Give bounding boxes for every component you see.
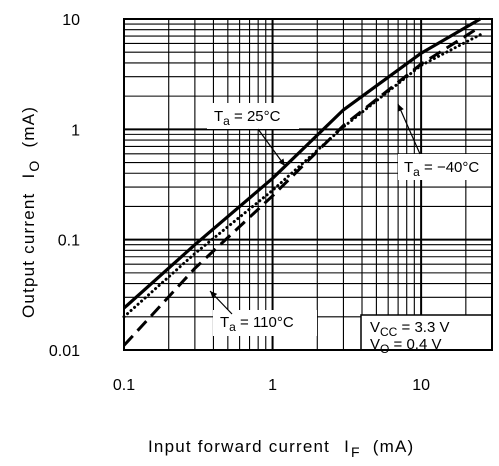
condition-text: VCC = 3.3 V (370, 319, 449, 339)
x-tick-label: 1 (268, 377, 277, 394)
arrow-icon (278, 158, 285, 166)
series-label-background (207, 103, 299, 129)
y-tick-label: 0.01 (49, 343, 80, 360)
x-axis-label-unit: (mA) (373, 437, 415, 456)
y-tick-label: 1 (71, 122, 80, 139)
y-axis-label-unit: (mA) (19, 106, 38, 148)
series-label: Ta = −40°C (404, 159, 479, 179)
plot-frame (123, 18, 493, 351)
series-label: Ta = 25°C (214, 108, 281, 128)
arrow-icon (210, 291, 218, 299)
arrow-icon (397, 104, 404, 112)
y-axis-label-subscript: O (26, 160, 42, 172)
series-label-leader (257, 128, 286, 167)
series-line-solid (122, 17, 482, 310)
x-axis-label-subscript: F (351, 444, 361, 460)
y-axis-label-symbol: I (19, 173, 38, 179)
annotations: Ta = 25°C Ta = −40°C Ta = 110°C VCC = 3.3 V… (207, 103, 493, 356)
series-label-background (213, 310, 317, 336)
y-axis-label-text: Output current (19, 193, 38, 318)
series-line-dashed (122, 25, 482, 347)
series-line-dotted (122, 33, 482, 319)
y-tick-label: 0.1 (58, 233, 80, 250)
x-axis-label-text: Input forward current (148, 437, 330, 456)
x-tick-label: 0.1 (113, 377, 135, 394)
y-axis-label: Output current IO (mA) (19, 106, 42, 318)
series-lines (122, 17, 482, 347)
y-tick-label: 10 (62, 12, 80, 29)
tick-labels: 0.1 1 10 0.01 0.1 1 10 (49, 12, 430, 394)
x-tick-label: 10 (412, 377, 430, 394)
grid (123, 19, 493, 350)
x-axis-label: Input forward current IF (mA) (148, 437, 414, 460)
series-label-leader (397, 103, 421, 155)
series-label-background (398, 154, 492, 180)
series-label: Ta = 110°C (220, 314, 294, 334)
x-axis-label-symbol: I (344, 437, 350, 456)
